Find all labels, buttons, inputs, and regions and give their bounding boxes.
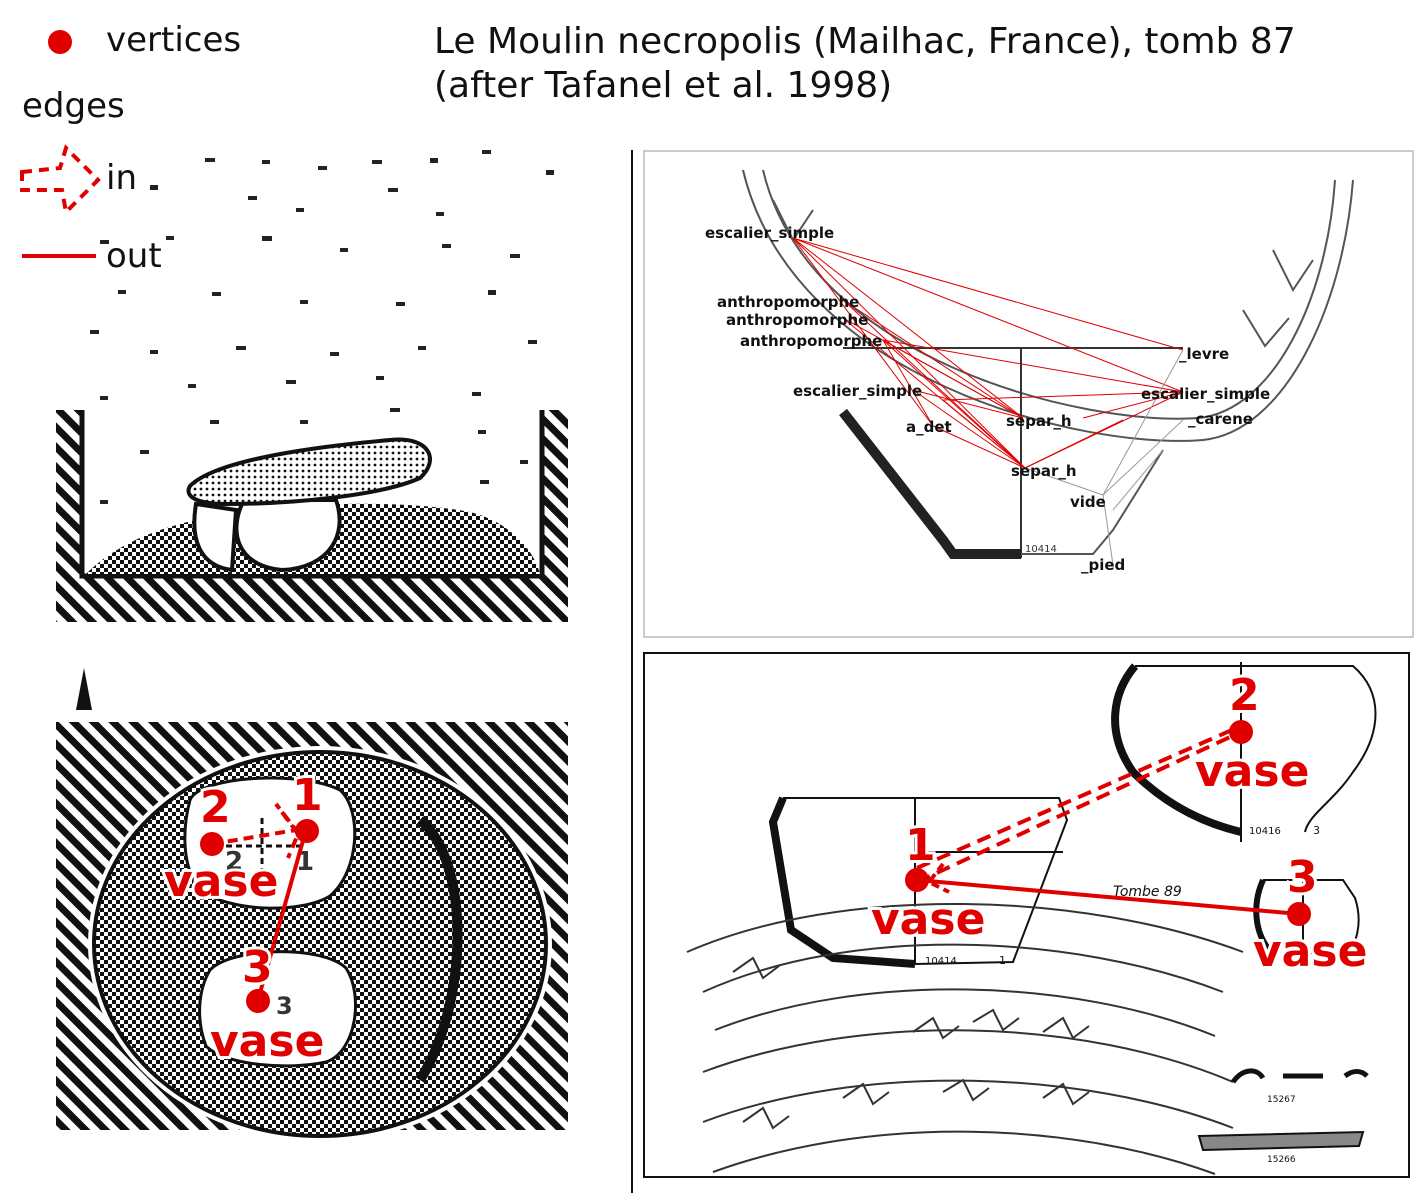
title-line-2: (after Tafanel et al. 1998) <box>434 65 893 106</box>
pit-wall-left <box>56 410 82 578</box>
vessel-3-catalog: 10415 <box>1307 947 1336 957</box>
graph-label-separ-h-1: separ_h <box>1006 412 1072 430</box>
graph-label-escalier-simple-2: escalier_simple <box>793 382 922 400</box>
plan-vertex-1-number: 1 <box>292 770 323 821</box>
title-line-1: Le Moulin necropolis (Mailhac, France), … <box>434 21 1296 62</box>
vessels-edge-out-3-to-1 <box>916 878 1300 916</box>
vessel-2-figure-number: 3 <box>1313 824 1320 837</box>
graph-label-anthropomorphe-3: anthropomorphe <box>740 332 882 350</box>
vessel-2-catalog: 10416 <box>1249 826 1281 837</box>
graph-label-escalier-simple-3: escalier_simple <box>1141 385 1270 403</box>
vessels-vertex-2-number: 2 <box>1229 670 1260 721</box>
graph-catalog-number: 10414 <box>1025 544 1057 555</box>
pit-floor <box>56 576 568 622</box>
graph-label-escalier-simple-1: escalier_simple <box>705 224 834 242</box>
plan-vessel-pit-bottom <box>198 950 357 1068</box>
graph-labels: escalier_simple anthropomorphe anthropom… <box>705 224 1270 574</box>
pit-wall-right <box>542 410 568 578</box>
north-arrow-icon <box>76 668 92 710</box>
sherd-1-catalog: 15267 <box>1267 1095 1296 1105</box>
plan-vertex-2-number: 2 <box>200 782 231 833</box>
plan-vertex-2[interactable] <box>200 832 224 856</box>
panel-divider <box>631 150 633 1193</box>
vessel-1-figure-number: 1 <box>999 954 1006 967</box>
vessels-vertex-3-label: vase <box>1253 926 1367 977</box>
plan-vessel-pit-top <box>183 776 357 910</box>
plan-vertex-3[interactable] <box>246 989 270 1013</box>
graph-label-levre: _levre <box>1179 345 1229 363</box>
solid-line-icon <box>22 254 96 258</box>
sherd-2-catalog: 15266 <box>1267 1155 1296 1165</box>
vessels-vertex-3-number: 3 <box>1287 852 1318 903</box>
plan-number-2: 2 <box>225 847 243 877</box>
vertex-dot-icon <box>48 30 72 54</box>
decor-meanders <box>732 956 1090 1130</box>
vessels-vertex-2-label: vase <box>1195 746 1309 797</box>
vessels-vertex-1[interactable] <box>905 868 929 892</box>
plan-number-3: 3 <box>276 992 293 1020</box>
dashed-arrow-icon <box>20 144 101 216</box>
graph-label-a-det: a_det <box>906 418 952 436</box>
page-title: Le Moulin necropolis (Mailhac, France), … <box>434 20 1296 108</box>
vessels-vertex-3[interactable] <box>1287 902 1311 926</box>
section-vessel-large <box>234 498 342 573</box>
plan-edge-out-3-to-1 <box>256 829 308 1001</box>
section-vessel-small <box>192 501 239 573</box>
plan-vertex-3-label: vase <box>210 1016 324 1067</box>
legend-edges-label: edges <box>22 86 125 126</box>
vessels-vertex-1-number: 1 <box>905 820 936 871</box>
vessels-caption: Tombe 89 <box>1113 884 1182 900</box>
vessels-panel: 10414 1 10416 3 10415 Tombe 89 15267 152… <box>643 652 1410 1178</box>
plan-vertex-3-number: 3 <box>242 942 273 993</box>
plan-vertex-1[interactable] <box>295 819 319 843</box>
capping-stone <box>186 437 432 507</box>
soil-marks <box>90 150 554 504</box>
vase-graph-panel: 10414 escalier_simple anthropomorphe ant… <box>643 150 1414 638</box>
vessels-vertex-2[interactable] <box>1229 720 1253 744</box>
tomb-drawing: 2 1 3 1 2 3 vase vase <box>56 150 568 1142</box>
graph-label-anthropomorphe-1: anthropomorphe <box>717 293 859 311</box>
graph-edges-red <box>792 237 1184 469</box>
plan-edge-in-2-to-1 <box>211 802 301 859</box>
graph-edges-grey <box>1024 349 1184 566</box>
legend-out-label: out <box>106 236 162 276</box>
graph-label-vide: vide <box>1070 493 1106 511</box>
decor-band-arcs <box>686 902 1244 1175</box>
graph-label-carene: _carene <box>1188 410 1253 428</box>
graph-label-separ-h-2: separ_h <box>1011 462 1077 480</box>
plan-stone-edge <box>415 816 463 1083</box>
vessels-vertex-1-label: vase <box>871 894 985 945</box>
legend-in-label: in <box>106 158 137 198</box>
graph-label-pied: _pied <box>1081 556 1125 574</box>
legend-vertices-label: vertices <box>106 20 242 60</box>
plan-vertex-2-label: vase <box>164 856 278 907</box>
vessels-edge-in-2-to-1 <box>916 724 1242 884</box>
vessel-1-catalog: 10414 <box>925 956 957 967</box>
graph-label-anthropomorphe-2: anthropomorphe <box>726 311 868 329</box>
